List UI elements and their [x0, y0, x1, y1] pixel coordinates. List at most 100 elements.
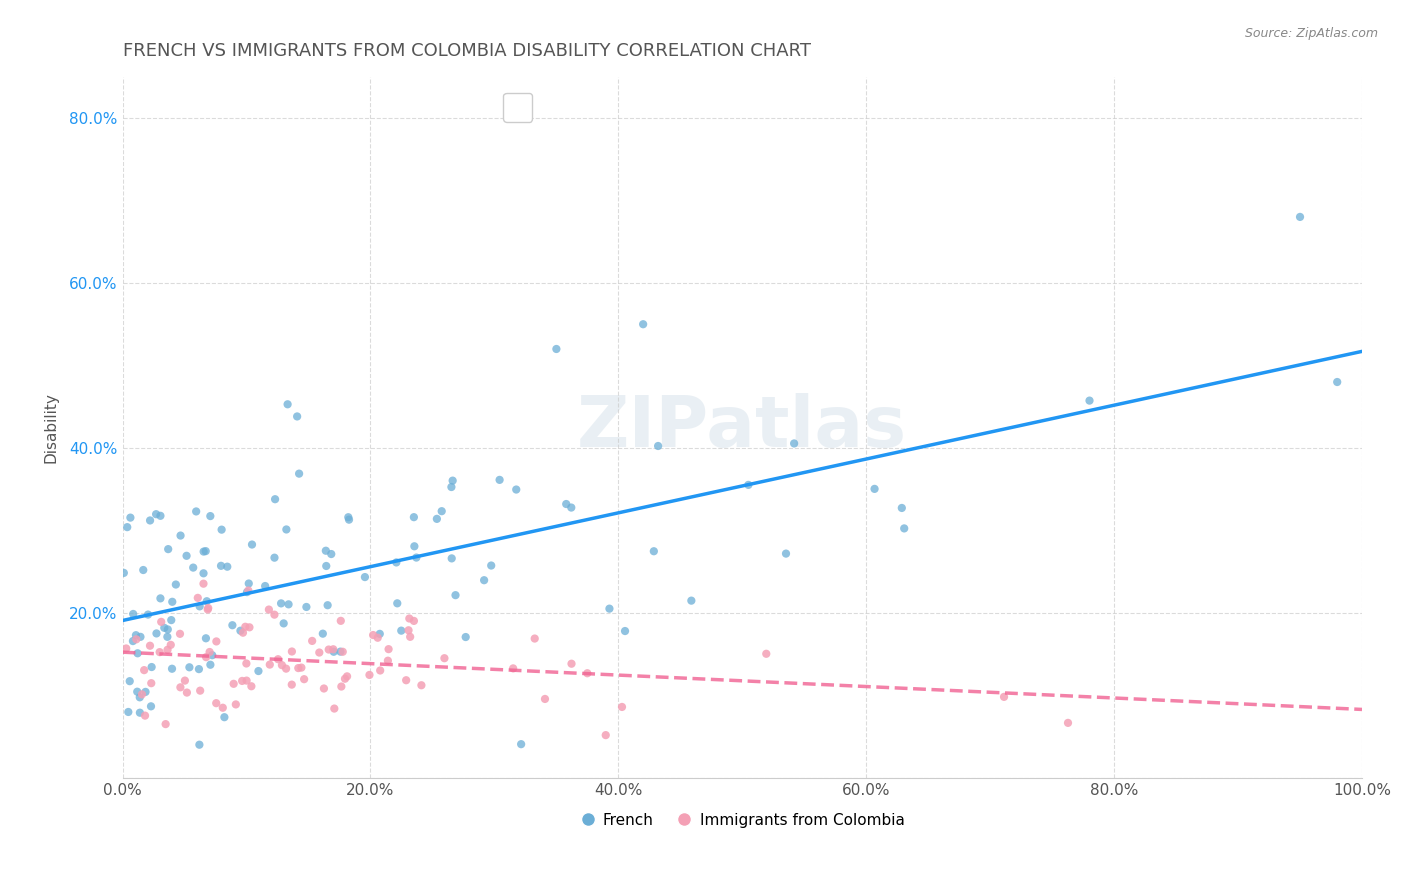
Point: [863, 482, 886, 496]
Point: [187, 662, 209, 676]
Point: [160, 613, 183, 627]
Point: [614, 624, 637, 638]
Point: [315, 543, 337, 558]
Point: [238, 620, 260, 634]
Point: [337, 513, 360, 527]
Point: [681, 593, 703, 607]
Point: [555, 497, 578, 511]
Point: [129, 630, 152, 644]
Point: [534, 692, 557, 706]
Point: [332, 645, 354, 659]
Point: [157, 542, 180, 557]
Point: [281, 644, 304, 658]
Point: [368, 664, 391, 678]
Point: [598, 601, 620, 615]
Point: [488, 473, 510, 487]
Point: [1289, 210, 1312, 224]
Point: [156, 642, 179, 657]
Point: [402, 614, 425, 628]
Point: [134, 708, 156, 723]
Point: [440, 551, 463, 566]
Point: [197, 602, 219, 616]
Point: [387, 596, 409, 610]
Point: [145, 626, 167, 640]
Point: [367, 631, 389, 645]
Point: [377, 642, 399, 657]
Point: [295, 599, 318, 614]
Point: [240, 679, 263, 693]
Point: [240, 537, 263, 551]
Point: [336, 669, 359, 683]
Point: [122, 634, 145, 648]
Point: [330, 680, 353, 694]
Point: [276, 523, 298, 537]
Point: [122, 607, 145, 621]
Text: FRENCH VS IMMIGRANTS FROM COLOMBIA DISABILITY CORRELATION CHART: FRENCH VS IMMIGRANTS FROM COLOMBIA DISAB…: [122, 42, 811, 60]
Point: [440, 480, 463, 494]
Point: [176, 549, 198, 563]
Point: [233, 620, 256, 634]
Point: [411, 678, 433, 692]
Point: [322, 642, 344, 657]
Point: [174, 673, 197, 688]
Point: [263, 550, 285, 565]
Point: [292, 672, 315, 686]
Point: [188, 599, 211, 614]
Point: [610, 700, 633, 714]
Point: [546, 342, 568, 356]
Point: [755, 647, 778, 661]
Point: [162, 595, 184, 609]
Point: [127, 646, 149, 660]
Point: [316, 598, 339, 612]
Point: [502, 661, 524, 675]
Point: [235, 657, 257, 671]
Point: [160, 662, 183, 676]
Point: [264, 492, 287, 507]
Point: [195, 650, 218, 665]
Point: [194, 544, 217, 558]
Point: [205, 634, 228, 648]
Point: [195, 594, 218, 608]
Point: [783, 436, 806, 450]
Point: [221, 618, 243, 632]
Point: [131, 687, 153, 701]
Point: [120, 510, 142, 524]
Point: [156, 630, 179, 644]
Point: [312, 681, 335, 696]
Text: ZIPatlas: ZIPatlas: [578, 392, 907, 462]
Point: [318, 642, 340, 657]
Point: [156, 623, 179, 637]
Point: [176, 685, 198, 699]
Point: [523, 632, 546, 646]
Point: [285, 409, 308, 424]
Point: [1326, 375, 1348, 389]
Point: [333, 672, 356, 686]
Point: [229, 624, 252, 638]
Point: [139, 513, 162, 527]
Point: [136, 607, 159, 622]
Point: [263, 607, 285, 622]
Point: [128, 706, 150, 720]
Point: [595, 728, 617, 742]
Point: [433, 651, 456, 665]
Point: [238, 576, 260, 591]
Point: [510, 737, 533, 751]
Point: [389, 624, 412, 638]
Point: [337, 510, 360, 524]
Point: [225, 698, 247, 712]
Point: [112, 566, 135, 580]
Point: [254, 579, 277, 593]
Point: [200, 657, 222, 672]
Point: [193, 544, 215, 558]
Point: [399, 630, 422, 644]
Point: [377, 654, 399, 668]
Point: [193, 566, 215, 581]
Point: [368, 627, 391, 641]
Point: [270, 596, 292, 610]
Point: [186, 504, 208, 518]
Point: [214, 710, 236, 724]
Point: [232, 625, 254, 640]
Point: [993, 690, 1015, 704]
Point: [153, 621, 176, 635]
Point: [211, 700, 233, 714]
